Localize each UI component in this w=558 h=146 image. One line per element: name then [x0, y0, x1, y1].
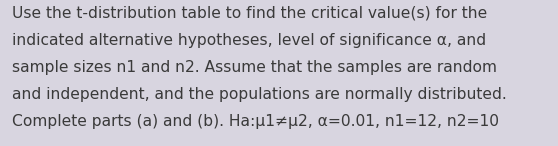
Text: and independent, and the populations are normally distributed.: and independent, and the populations are… [12, 87, 507, 102]
Text: sample sizes n1 and n2. Assume that the samples are random: sample sizes n1 and n2. Assume that the … [12, 60, 497, 75]
Text: indicated alternative hypotheses, level of significance α, and: indicated alternative hypotheses, level … [12, 33, 487, 48]
Text: Use the t-distribution table to find the critical value(s) for the: Use the t-distribution table to find the… [12, 6, 488, 21]
Text: Complete parts (a) and (b). Ha:μ1≠μ2, α=0.01, n1=12, n2=10: Complete parts (a) and (b). Ha:μ1≠μ2, α=… [12, 114, 499, 129]
